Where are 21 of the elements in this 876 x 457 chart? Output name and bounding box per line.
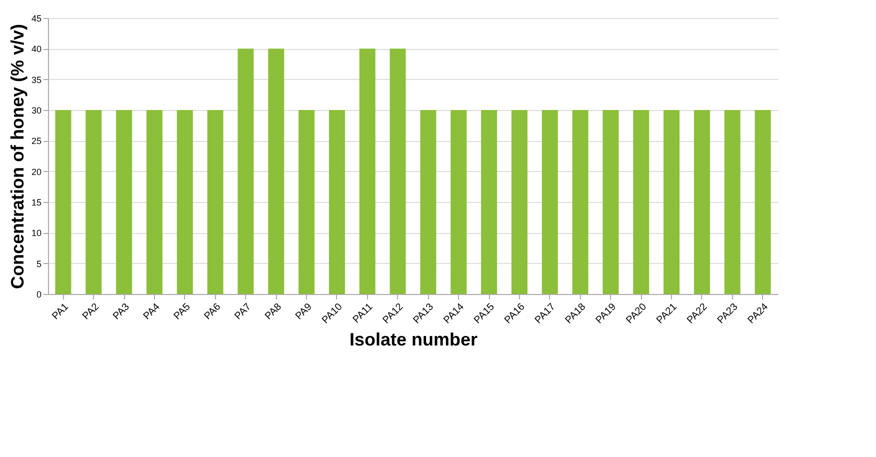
y-tick-label: 5 [36,258,42,269]
x-tick-label: PA9 [294,301,315,322]
y-tick-label: 40 [31,44,42,54]
x-tick-label: PA7 [232,301,254,322]
y-tick-label: 0 [36,290,42,300]
y-tick-label: 10 [31,228,42,238]
x-tick-label: PA5 [172,301,193,322]
y-tick-label: 15 [31,198,42,208]
y-tick-label: 30 [31,106,42,116]
x-axis-title: Isolate number [349,329,478,350]
x-tick-label: PA8 [263,301,284,322]
y-tick-label: 35 [31,74,42,85]
x-tick-label: PA2 [80,301,102,322]
x-tick-label: PA1 [50,301,72,322]
y-axis-title: Concentration of honey (% v/v) [7,24,28,290]
y-tick-label: 20 [31,166,42,177]
y-tick-label: 25 [31,136,42,146]
x-tick-label: PA6 [202,301,224,322]
y-tick-label: 45 [31,14,42,24]
x-tick-label: PA3 [111,301,132,322]
x-tick-label: PA4 [142,301,163,322]
